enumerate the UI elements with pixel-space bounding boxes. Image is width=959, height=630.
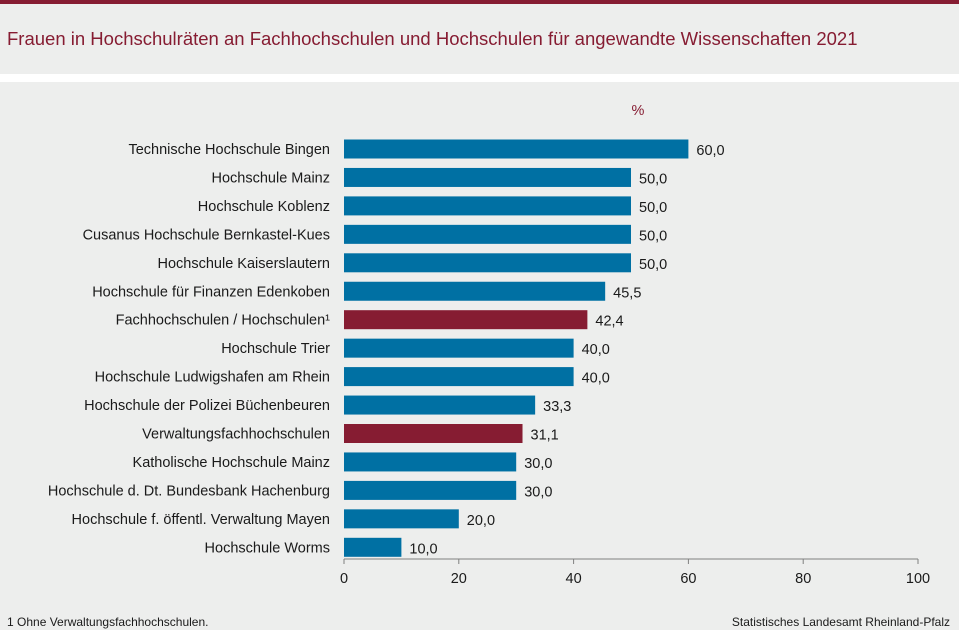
x-tick-label: 100	[906, 571, 930, 587]
bar	[344, 537, 402, 557]
bar	[344, 139, 689, 159]
value-label: 50,0	[639, 228, 667, 244]
x-tick-label: 60	[680, 571, 696, 587]
category-label: Hochschule Ludwigshafen am Rhein	[95, 370, 330, 386]
category-label: Hochschule d. Dt. Bundesbank Hachenburg	[48, 483, 330, 499]
category-label: Hochschule für Finanzen Edenkoben	[92, 284, 330, 300]
header: Frauen in Hochschulräten an Fachhochschu…	[0, 4, 959, 74]
value-label: 50,0	[639, 257, 667, 273]
bar	[344, 310, 588, 330]
value-label: 40,0	[582, 371, 610, 387]
category-label: Cusanus Hochschule Bernkastel-Kues	[83, 227, 330, 243]
value-label: 45,5	[613, 285, 641, 301]
value-label: 30,0	[524, 484, 552, 500]
bar	[344, 167, 631, 187]
category-label: Hochschule Trier	[221, 341, 330, 357]
value-label: 10,0	[409, 541, 437, 557]
category-label: Hochschule der Polizei Büchenbeuren	[84, 398, 330, 414]
category-label: Technische Hochschule Bingen	[128, 142, 330, 158]
bar	[344, 224, 631, 244]
category-label: Fachhochschulen / Hochschulen¹	[116, 313, 331, 329]
bar	[344, 253, 631, 273]
footnote: 1 Ohne Verwaltungsfachhochschulen.	[7, 615, 208, 629]
bar	[344, 196, 631, 216]
category-label: Verwaltungsfachhochschulen	[142, 427, 330, 443]
bar	[344, 367, 574, 387]
value-label: 31,1	[531, 428, 559, 444]
value-label: 40,0	[582, 342, 610, 358]
bar	[344, 395, 536, 415]
bar	[344, 281, 606, 301]
x-tick-label: 40	[566, 571, 582, 587]
x-tick-label: 80	[795, 571, 811, 587]
x-tick-label: 20	[451, 571, 467, 587]
value-label: 30,0	[524, 456, 552, 472]
unit-label: %	[632, 103, 645, 119]
category-label: Hochschule Worms	[205, 540, 330, 556]
category-label: Hochschule f. öffentl. Verwaltung Mayen	[72, 512, 330, 528]
bar	[344, 452, 517, 472]
value-label: 60,0	[696, 143, 724, 159]
x-tick-label: 0	[340, 571, 348, 587]
category-label: Hochschule Koblenz	[198, 199, 330, 215]
bars-group: Technische Hochschule Bingen 60,0 Hochschu…	[48, 139, 725, 557]
bar	[344, 509, 459, 529]
category-label: Katholische Hochschule Mainz	[133, 455, 330, 471]
source-label: Statistisches Landesamt Rheinland-Pfalz	[732, 615, 950, 629]
value-label: 20,0	[467, 513, 495, 529]
value-label: 50,0	[639, 171, 667, 187]
value-label: 33,3	[543, 399, 571, 415]
top-accent-bar	[0, 0, 959, 4]
x-axis: 0 20 40 60 80 100	[340, 558, 930, 587]
bar	[344, 424, 523, 443]
chart-title: Frauen in Hochschulräten an Fachhochschu…	[7, 28, 858, 49]
category-label: Hochschule Kaiserslautern	[158, 256, 330, 272]
bar	[344, 480, 517, 500]
bar	[344, 338, 574, 358]
value-label: 42,4	[595, 314, 623, 330]
value-label: 50,0	[639, 200, 667, 216]
category-label: Hochschule Mainz	[212, 170, 330, 186]
